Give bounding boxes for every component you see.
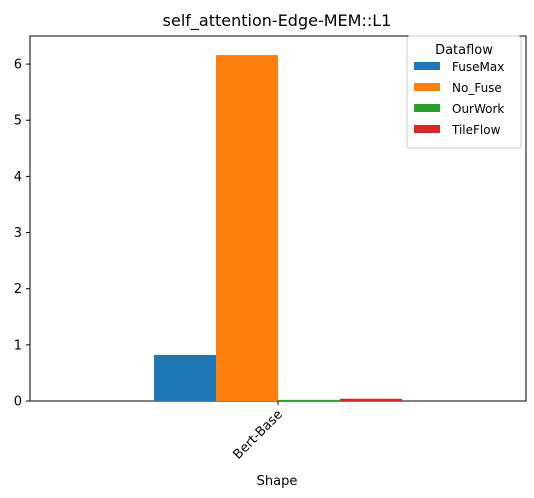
- bar-no-fuse-bert-base: [216, 55, 278, 401]
- bar-tileflow-bert-base: [340, 398, 402, 401]
- legend-label-tileflow: TileFlow: [451, 123, 501, 137]
- legend-title: Dataflow: [435, 43, 493, 58]
- legend-swatch-tileflow: [414, 125, 440, 133]
- y-tick-label: 3: [14, 226, 22, 241]
- y-tick-label: 2: [14, 282, 22, 297]
- legend-swatch-fusemax: [414, 62, 440, 70]
- legend: Dataflow FuseMax No_Fuse OurWork TileFlow: [406, 35, 522, 149]
- bar-fusemax-bert-base: [154, 354, 216, 401]
- legend-label-fusemax: FuseMax: [452, 60, 504, 74]
- y-tick-label: 6: [14, 58, 22, 73]
- legend-items: FuseMax No_Fuse OurWork TileFlow: [414, 60, 504, 137]
- bar-ourwork-bert-base: [278, 399, 340, 401]
- y-tick-label: 0: [14, 395, 22, 410]
- legend-swatch-ourwork: [414, 104, 440, 112]
- legend-label-no-fuse: No_Fuse: [452, 81, 502, 95]
- y-tick-label: 1: [14, 338, 22, 353]
- y-tick-label: 5: [14, 114, 22, 129]
- legend-label-ourwork: OurWork: [452, 102, 504, 116]
- x-axis-label: Shape: [257, 474, 298, 489]
- x-tick-label: Bert-Base: [230, 407, 285, 462]
- bars-group: [154, 55, 402, 401]
- y-tick-label: 4: [14, 170, 22, 185]
- legend-swatch-no-fuse: [414, 83, 440, 91]
- chart-title: self_attention-Edge-MEM::L1: [163, 11, 392, 31]
